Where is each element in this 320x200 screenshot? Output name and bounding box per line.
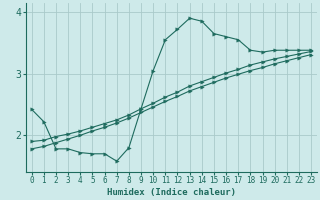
X-axis label: Humidex (Indice chaleur): Humidex (Indice chaleur) [107,188,236,197]
